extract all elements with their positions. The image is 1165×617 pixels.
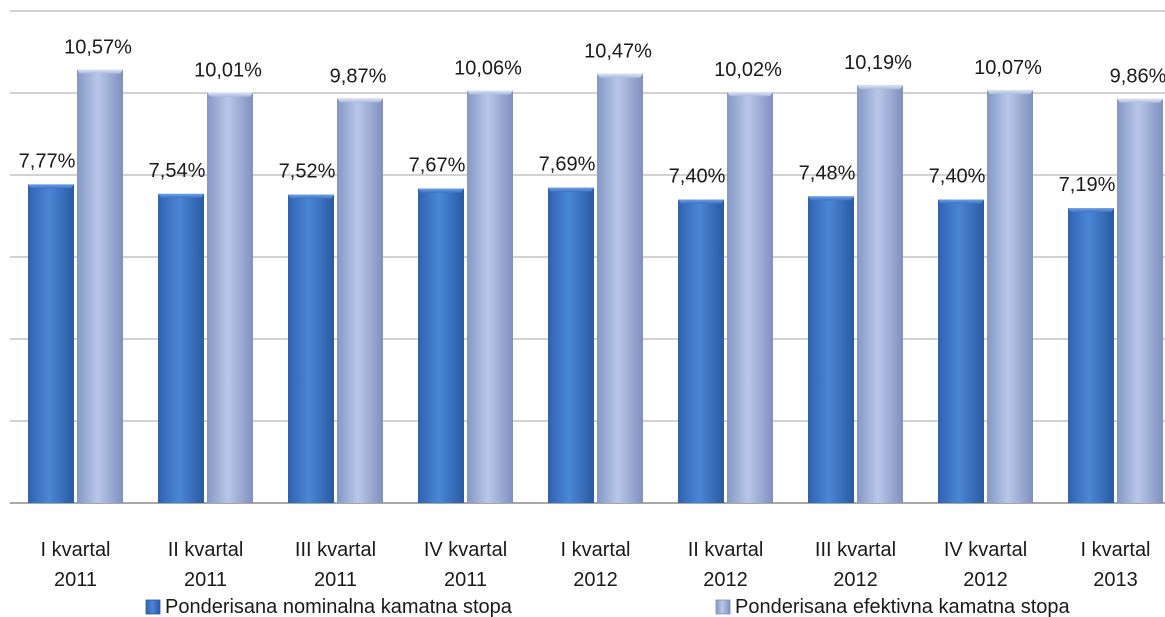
bar-nominal: [158, 193, 204, 504]
legend-item-nominal: Ponderisana nominalna kamatna stopa: [145, 596, 513, 617]
legend-swatch: [145, 599, 161, 615]
bar-effective: [857, 85, 903, 504]
bar-nominal: [678, 199, 724, 503]
data-labels: 7,77% 10,57% 7,54% 10,01% 7,52% 9,87% 7,67% 10,…: [19, 37, 1165, 197]
x-tick-label: II kvartal 2012: [688, 539, 764, 591]
bar-effective-label: 10,19%: [844, 52, 912, 74]
bar-nominal-label: 7,48%: [799, 162, 856, 184]
x-tick-label: IV kvartal 2012: [944, 539, 1027, 591]
bar-effective: [597, 73, 643, 503]
x-axis-tick-labels: I kvartal 2011 II kvartal 2011 III kvartal 20…: [40, 539, 1150, 591]
bar-nominal-label: 7,69%: [539, 154, 596, 176]
bar-effective-label: 10,47%: [584, 41, 652, 63]
bar-nominal-label: 7,40%: [929, 166, 986, 188]
bar-effective: [337, 98, 383, 503]
bar-effective: [207, 92, 253, 503]
legend-swatch: [715, 599, 731, 615]
bar-nominal: [1068, 208, 1114, 503]
bar-nominal: [548, 187, 594, 503]
bar-nominal-label: 7,77%: [19, 150, 76, 172]
bar-effective-label: 10,06%: [454, 58, 522, 80]
x-tick-label: I kvartal 2011: [40, 539, 110, 591]
x-tick-label: I kvartal 2013: [1080, 539, 1150, 591]
x-tick-label: III kvartal 2012: [815, 539, 896, 591]
bar-effective: [727, 92, 773, 504]
bar-nominal: [288, 194, 334, 503]
bar-nominal: [808, 196, 854, 503]
bar-effective-label: 10,07%: [974, 57, 1042, 79]
bars: [28, 69, 1163, 504]
bar-effective: [77, 69, 123, 503]
legend-label: Ponderisana nominalna kamatna stopa: [165, 596, 513, 617]
bar-effective-label: 10,57%: [64, 37, 132, 59]
bar-nominal-label: 7,52%: [279, 161, 336, 183]
bar-nominal: [28, 184, 74, 503]
legend-label: Ponderisana efektivna kamatna stopa: [735, 596, 1071, 617]
bar-nominal-label: 7,67%: [409, 155, 466, 177]
bar-effective-label: 9,86%: [1110, 66, 1165, 88]
bar-nominal: [418, 188, 464, 503]
bar-effective: [1117, 98, 1163, 504]
bar-effective-label: 9,87%: [330, 65, 387, 87]
bar-effective: [987, 90, 1033, 503]
x-tick-label: II kvartal 2011: [168, 539, 244, 591]
bar-nominal-label: 7,19%: [1059, 174, 1116, 196]
bar-nominal-label: 7,40%: [669, 166, 726, 188]
bar-effective: [467, 90, 513, 503]
legend: Ponderisana nominalna kamatna stopa Ponde…: [145, 596, 1071, 617]
bar-effective-label: 10,02%: [714, 59, 782, 81]
legend-item-effective: Ponderisana efektivna kamatna stopa: [715, 596, 1071, 617]
x-tick-label: I kvartal 2012: [560, 539, 630, 591]
x-tick-label: III kvartal 2011: [295, 539, 376, 591]
bar-nominal-label: 7,54%: [149, 160, 206, 182]
x-tick-label: IV kvartal 2011: [424, 539, 507, 591]
bar-effective-label: 10,01%: [194, 60, 262, 82]
bar-nominal: [938, 199, 984, 503]
